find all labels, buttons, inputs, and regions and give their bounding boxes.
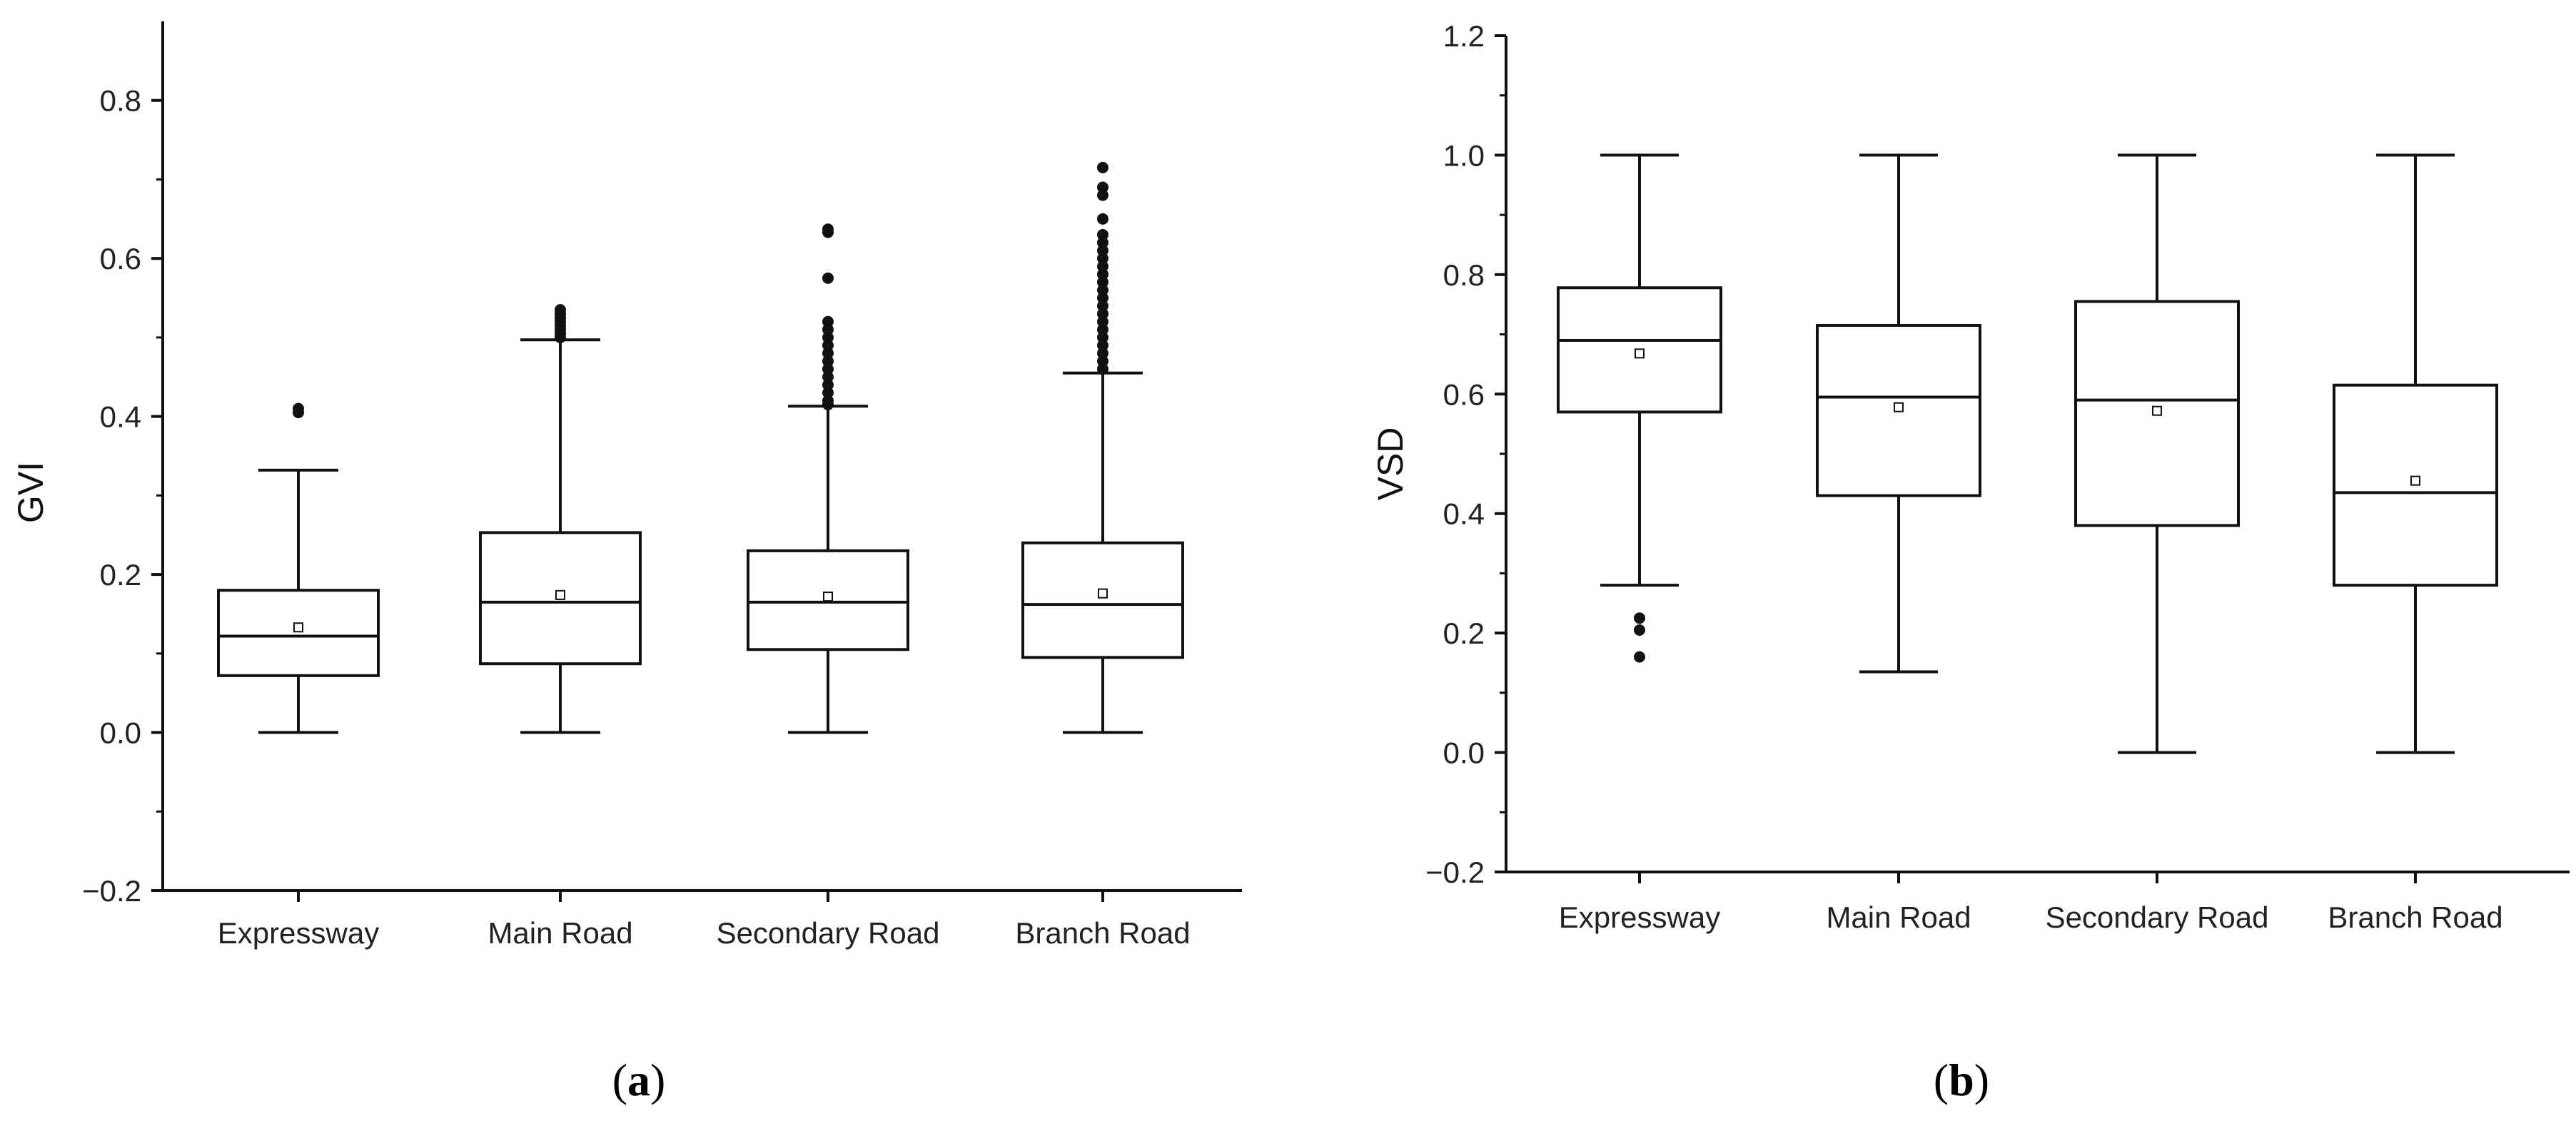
y-tick-label: 1.0 bbox=[1443, 138, 1485, 172]
outlier-point bbox=[822, 387, 834, 399]
outlier-point bbox=[1097, 315, 1108, 328]
outlier-point bbox=[1097, 323, 1108, 335]
outlier-point bbox=[822, 395, 834, 407]
outlier-point bbox=[1097, 292, 1108, 304]
y-tick-label: 0.8 bbox=[100, 84, 141, 118]
mean-marker bbox=[2152, 405, 2162, 416]
x-tick-label: Secondary Road bbox=[717, 916, 940, 950]
box-iqr bbox=[2333, 383, 2498, 587]
outlier-point bbox=[1097, 284, 1108, 296]
outlier-point bbox=[822, 323, 834, 335]
outlier-point bbox=[1097, 348, 1108, 360]
outlier-point bbox=[1097, 260, 1108, 273]
outlier-point bbox=[1634, 612, 1645, 624]
panel-label: (b) bbox=[1934, 1055, 1989, 1105]
outlier-point bbox=[1634, 624, 1645, 636]
outlier-point bbox=[1097, 161, 1108, 173]
mean-marker bbox=[555, 589, 565, 600]
outlier-point bbox=[822, 315, 834, 328]
outlier-point bbox=[1097, 181, 1108, 193]
mean-marker bbox=[2410, 475, 2420, 486]
outlier-point bbox=[1097, 245, 1108, 257]
y-tick-label: 0.2 bbox=[1443, 617, 1485, 650]
outlier-point bbox=[822, 363, 834, 375]
y-tick-label: 1.2 bbox=[1443, 19, 1485, 53]
x-tick-label: Branch Road bbox=[1015, 916, 1190, 950]
outlier-point bbox=[822, 348, 834, 360]
y-tick-label: 0.6 bbox=[1443, 377, 1485, 411]
x-tick-label: Secondary Road bbox=[2046, 901, 2269, 934]
mean-marker bbox=[1635, 348, 1645, 359]
outlier-point bbox=[1097, 363, 1108, 375]
y-tick-label: 0.4 bbox=[1443, 497, 1485, 531]
outlier-point bbox=[822, 371, 834, 383]
panel-label: (a) bbox=[612, 1055, 666, 1105]
y-tick-label: −0.2 bbox=[82, 874, 141, 908]
x-tick-label: Branch Road bbox=[2328, 901, 2502, 934]
x-tick-label: Main Road bbox=[1826, 901, 1971, 934]
outlier-point bbox=[1097, 355, 1108, 367]
mean-marker bbox=[823, 592, 833, 602]
y-axis-title: VSD bbox=[1370, 427, 1410, 501]
y-tick-label: 0.0 bbox=[1443, 736, 1485, 770]
y-tick-label: −0.2 bbox=[1425, 856, 1485, 889]
outlier-point bbox=[822, 223, 834, 235]
outlier-point bbox=[1097, 300, 1108, 312]
x-tick-label: Main Road bbox=[488, 916, 632, 950]
x-tick-label: Expressway bbox=[1559, 901, 1720, 934]
outlier-point bbox=[1097, 189, 1108, 201]
outlier-point bbox=[1097, 237, 1108, 249]
y-tick-label: 0.4 bbox=[100, 400, 141, 434]
y-tick-label: 0.0 bbox=[100, 716, 141, 750]
outlier-point bbox=[1097, 253, 1108, 265]
chart-panel-b: −0.2 0.0 0.2 0.4 0.6 0.8 1.0 1.2 Expressway Main … bbox=[1370, 19, 2570, 1105]
chart-panel-a: −0.2 0.0 0.2 0.4 0.6 0.8 Expressway Main Road Se… bbox=[11, 21, 1242, 1105]
outlier-point bbox=[1097, 268, 1108, 280]
mean-marker bbox=[1098, 588, 1108, 599]
box-iqr bbox=[1021, 541, 1184, 659]
outlier-point bbox=[293, 402, 304, 415]
x-tick-label: Expressway bbox=[218, 916, 379, 950]
outlier-point bbox=[1097, 228, 1108, 240]
outlier-point bbox=[822, 272, 834, 284]
outlier-point bbox=[1097, 331, 1108, 343]
mean-marker bbox=[293, 622, 303, 633]
outlier-point bbox=[822, 331, 834, 343]
outlier-point bbox=[555, 304, 566, 316]
y-tick-label: 0.2 bbox=[100, 558, 141, 592]
outlier-point bbox=[822, 379, 834, 391]
outlier-point bbox=[1097, 213, 1108, 225]
outlier-point bbox=[1097, 308, 1108, 320]
outlier-point bbox=[822, 355, 834, 367]
outlier-point bbox=[1097, 339, 1108, 351]
outlier-point bbox=[1097, 276, 1108, 288]
mean-marker bbox=[1894, 402, 1904, 412]
outlier-point bbox=[822, 339, 834, 351]
outlier-point bbox=[1634, 651, 1645, 663]
y-axis-title: GVI bbox=[11, 462, 51, 523]
box-iqr bbox=[217, 589, 380, 677]
y-tick-label: 0.6 bbox=[100, 242, 141, 275]
y-tick-label: 0.8 bbox=[1443, 258, 1485, 292]
